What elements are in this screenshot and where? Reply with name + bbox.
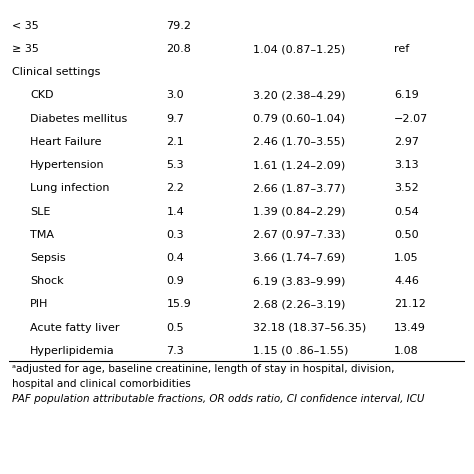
Text: 4.46: 4.46 — [394, 276, 419, 286]
Text: 0.50: 0.50 — [394, 230, 419, 240]
Text: 0.3: 0.3 — [166, 230, 184, 240]
Text: 1.39 (0.84–2.29): 1.39 (0.84–2.29) — [253, 207, 346, 217]
Text: Clinical settings: Clinical settings — [12, 67, 100, 77]
Text: 0.5: 0.5 — [166, 322, 184, 333]
Text: Diabetes mellitus: Diabetes mellitus — [30, 114, 127, 124]
Text: 1.05: 1.05 — [394, 253, 419, 263]
Text: Heart Failure: Heart Failure — [30, 137, 101, 147]
Text: −2.07: −2.07 — [394, 114, 428, 124]
Text: 2.1: 2.1 — [166, 137, 184, 147]
Text: Shock: Shock — [30, 276, 64, 286]
Text: 2.66 (1.87–3.77): 2.66 (1.87–3.77) — [253, 183, 345, 193]
Text: 3.66 (1.74–7.69): 3.66 (1.74–7.69) — [253, 253, 345, 263]
Text: 5.3: 5.3 — [166, 160, 184, 170]
Text: 2.2: 2.2 — [166, 183, 184, 193]
Text: SLE: SLE — [30, 207, 50, 217]
Text: Hypertension: Hypertension — [30, 160, 105, 170]
Text: 1.08: 1.08 — [394, 346, 419, 356]
Text: Lung infection: Lung infection — [30, 183, 109, 193]
Text: Acute fatty liver: Acute fatty liver — [30, 322, 119, 333]
Text: 2.67 (0.97–7.33): 2.67 (0.97–7.33) — [253, 230, 345, 240]
Text: 6.19: 6.19 — [394, 91, 419, 100]
Text: ≥ 35: ≥ 35 — [12, 44, 38, 54]
Text: TMA: TMA — [30, 230, 54, 240]
Text: 2.46 (1.70–3.55): 2.46 (1.70–3.55) — [253, 137, 345, 147]
Text: 3.20 (2.38–4.29): 3.20 (2.38–4.29) — [253, 91, 346, 100]
Text: 7.3: 7.3 — [166, 346, 184, 356]
Text: 6.19 (3.83–9.99): 6.19 (3.83–9.99) — [253, 276, 345, 286]
Text: hospital and clinical comorbidities: hospital and clinical comorbidities — [12, 379, 191, 389]
Text: Hyperlipidemia: Hyperlipidemia — [30, 346, 115, 356]
Text: 0.4: 0.4 — [166, 253, 184, 263]
Text: 32.18 (18.37–56.35): 32.18 (18.37–56.35) — [253, 322, 366, 333]
Text: 21.12: 21.12 — [394, 300, 426, 310]
Text: Sepsis: Sepsis — [30, 253, 65, 263]
Text: 1.04 (0.87–1.25): 1.04 (0.87–1.25) — [253, 44, 345, 54]
Text: CKD: CKD — [30, 91, 54, 100]
Text: ref: ref — [394, 44, 409, 54]
Text: 13.49: 13.49 — [394, 322, 426, 333]
Text: 20.8: 20.8 — [166, 44, 191, 54]
Text: 3.52: 3.52 — [394, 183, 419, 193]
Text: 79.2: 79.2 — [166, 21, 191, 31]
Text: 2.68 (2.26–3.19): 2.68 (2.26–3.19) — [253, 300, 345, 310]
Text: PIH: PIH — [30, 300, 48, 310]
Text: 9.7: 9.7 — [166, 114, 184, 124]
Text: 0.9: 0.9 — [166, 276, 184, 286]
Text: 1.61 (1.24–2.09): 1.61 (1.24–2.09) — [253, 160, 345, 170]
Text: 0.79 (0.60–1.04): 0.79 (0.60–1.04) — [253, 114, 345, 124]
Text: 3.13: 3.13 — [394, 160, 419, 170]
Text: 3.0: 3.0 — [166, 91, 184, 100]
Text: 1.15 (0 .86–1.55): 1.15 (0 .86–1.55) — [253, 346, 348, 356]
Text: PAF population attributable fractions, OR odds ratio, CI confidence interval, IC: PAF population attributable fractions, O… — [12, 393, 424, 403]
Text: 0.54: 0.54 — [394, 207, 419, 217]
Text: 1.4: 1.4 — [166, 207, 184, 217]
Text: < 35: < 35 — [12, 21, 38, 31]
Text: 15.9: 15.9 — [166, 300, 191, 310]
Text: ᵃadjusted for age, baseline creatinine, length of stay in hospital, division,: ᵃadjusted for age, baseline creatinine, … — [12, 365, 394, 374]
Text: 2.97: 2.97 — [394, 137, 419, 147]
